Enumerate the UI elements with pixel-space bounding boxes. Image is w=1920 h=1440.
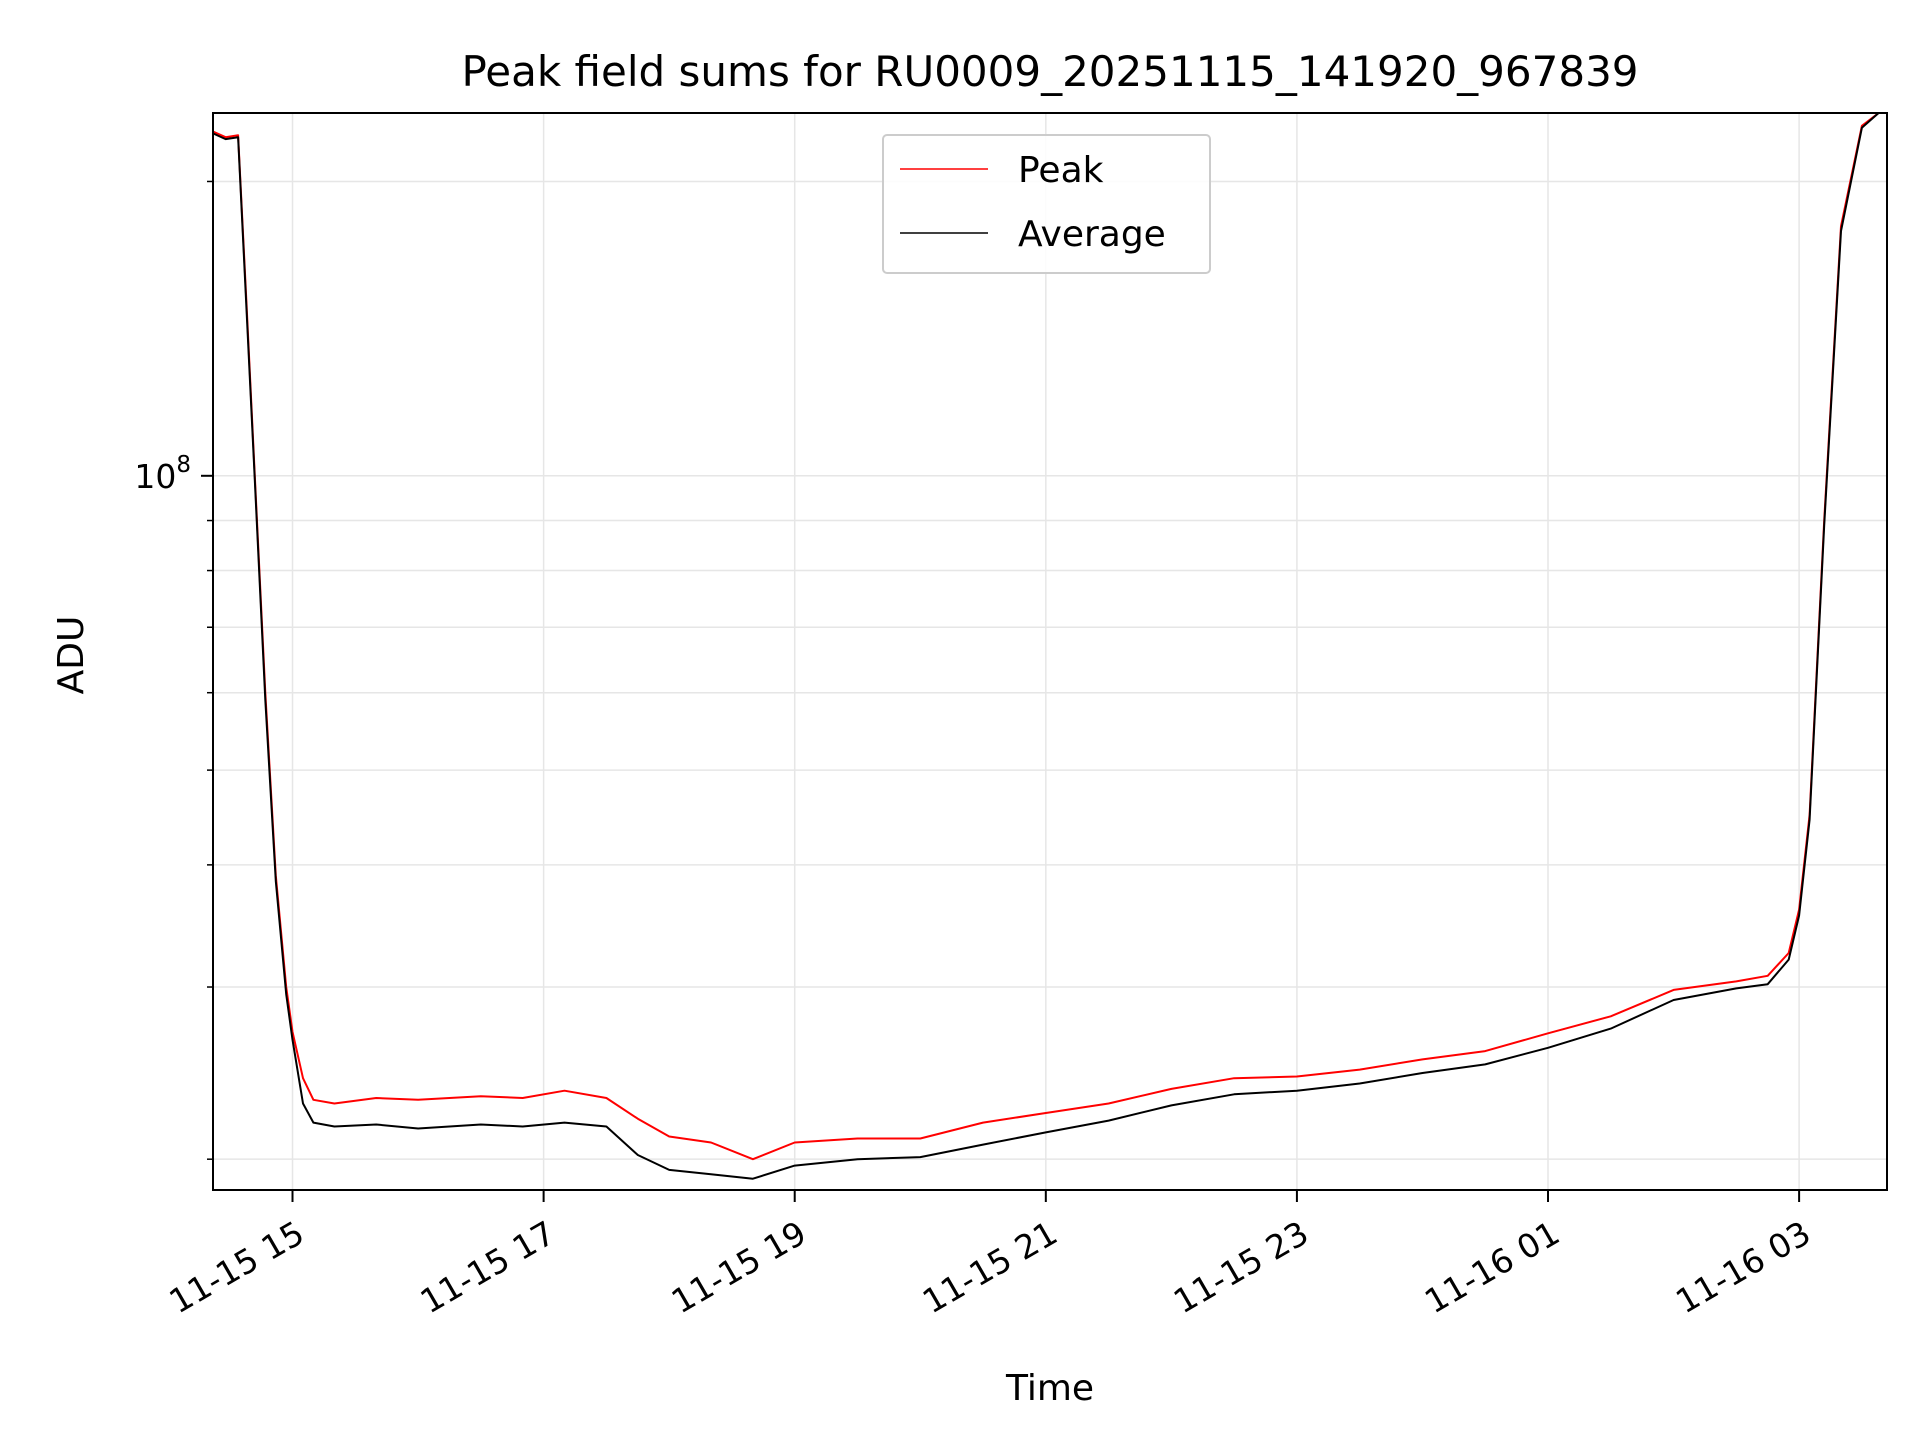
series-line-average [212, 112, 1880, 1180]
legend-label-peak: Peak [1018, 150, 1104, 191]
plot-lines [212, 112, 1880, 1180]
plot-frame [212, 112, 1888, 1191]
chart-title: Peak field sums for RU0009_20251115_1419… [461, 47, 1638, 96]
legend: Peak Average [882, 134, 1211, 274]
x-axis-label: Time [1005, 1368, 1094, 1409]
series-line-peak [212, 112, 1880, 1161]
legend-label-average: Average [1018, 214, 1166, 255]
y-axis-label: ADU [51, 616, 92, 695]
grid [213, 113, 1887, 1190]
